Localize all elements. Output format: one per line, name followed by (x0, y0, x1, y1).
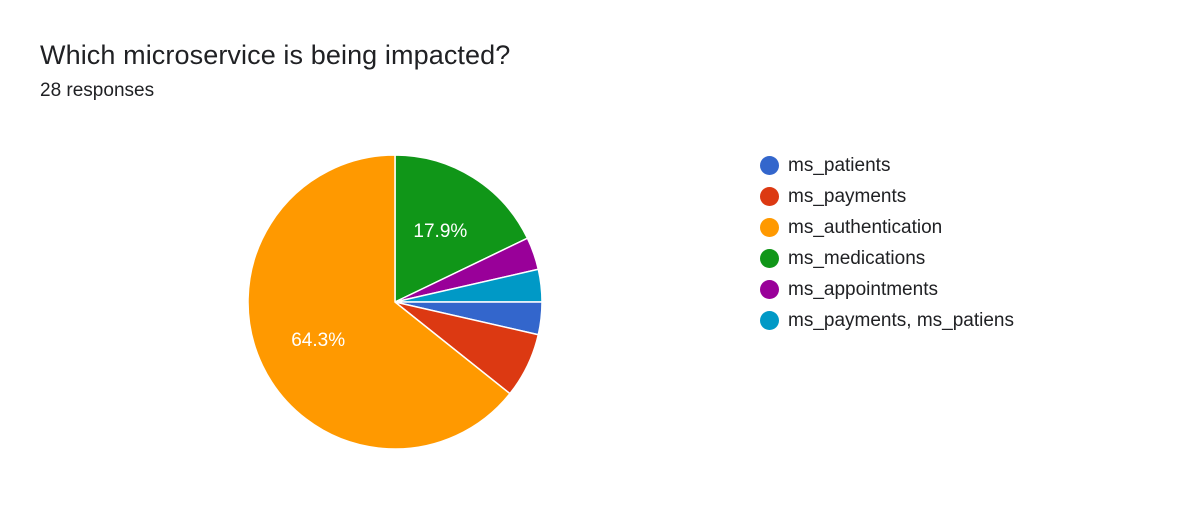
legend-swatch (760, 218, 779, 237)
slice-percent-label: 64.3% (291, 330, 345, 351)
legend-item[interactable]: ms_medications (760, 243, 1014, 274)
legend-label: ms_appointments (788, 278, 938, 300)
legend-item[interactable]: ms_payments, ms_patiens (760, 305, 1014, 336)
legend-item[interactable]: ms_patients (760, 150, 1014, 181)
legend-label: ms_payments, ms_patiens (788, 309, 1014, 331)
legend-swatch (760, 249, 779, 268)
pie-slice-ms-medications[interactable] (394, 154, 529, 304)
legend-label: ms_medications (788, 247, 926, 269)
chart-title: Which microservice is being impacted? (40, 40, 511, 70)
slice-percent-label: 17.9% (413, 221, 467, 242)
legend-swatch (760, 311, 779, 330)
legend-item[interactable]: ms_authentication (760, 212, 1014, 243)
legend-label: ms_patients (788, 154, 891, 176)
legend-item[interactable]: ms_payments (760, 181, 1014, 212)
legend-swatch (760, 156, 779, 175)
pie-slice-ms-authentication[interactable] (247, 154, 511, 450)
response-count: 28 responses (40, 80, 155, 101)
legend-item[interactable]: ms_appointments (760, 274, 1014, 305)
legend-label: ms_payments (788, 185, 907, 207)
legend-swatch (760, 280, 779, 299)
legend-swatch (760, 187, 779, 206)
legend-label: ms_authentication (788, 216, 943, 238)
